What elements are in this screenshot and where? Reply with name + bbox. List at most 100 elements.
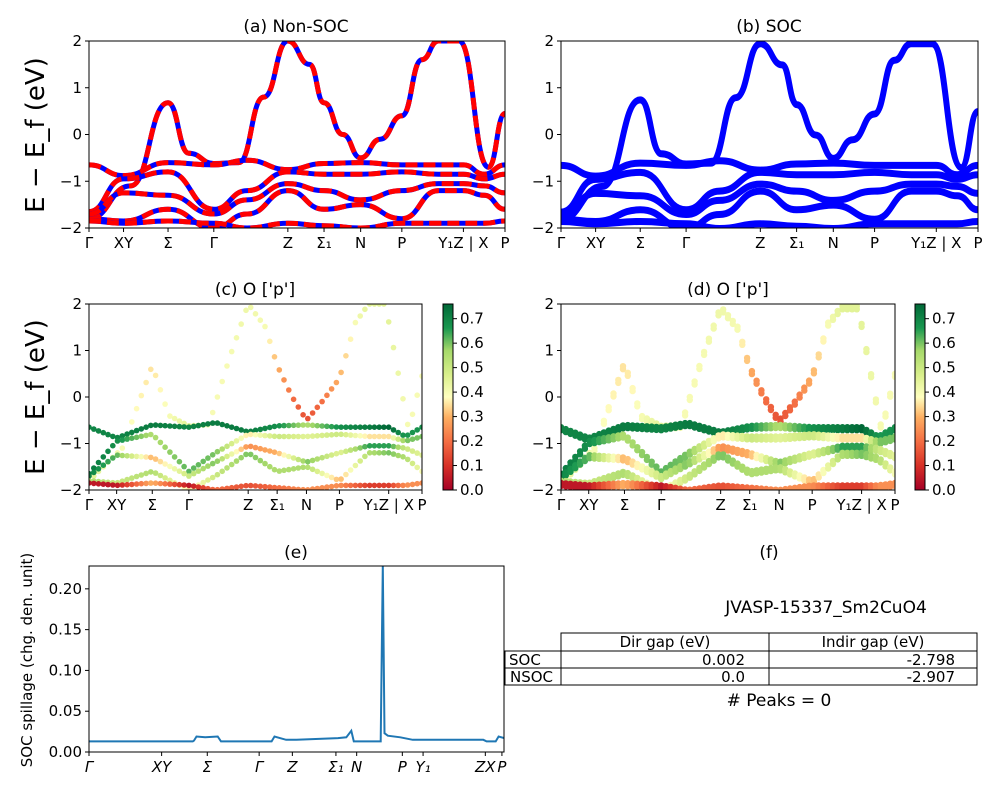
- projection-point: [767, 486, 775, 490]
- projection-point: [624, 472, 631, 480]
- projection-point: [129, 435, 135, 442]
- projection-point: [152, 372, 159, 379]
- projection-point: [314, 468, 321, 475]
- projection-point: [619, 471, 627, 479]
- projection-point: [839, 427, 846, 434]
- projection-point: [186, 473, 192, 479]
- projection-point: [89, 473, 92, 479]
- projection-point: [605, 456, 612, 463]
- projection-point: [233, 425, 240, 432]
- projection-point: [710, 449, 717, 456]
- projection-point: [247, 451, 254, 458]
- projection-point: [629, 483, 636, 490]
- projection-point: [357, 424, 364, 431]
- projection-point: [600, 438, 608, 445]
- projection-point: [257, 445, 264, 452]
- projection-point: [696, 446, 703, 453]
- projection-point: [91, 480, 97, 487]
- projection-point: [404, 421, 411, 428]
- projection-point: [677, 485, 684, 490]
- projection-point: [887, 429, 894, 437]
- projection-point: [567, 430, 574, 438]
- projection-point: [362, 424, 368, 431]
- projection-point: [343, 353, 349, 359]
- table-cell: [768, 667, 978, 686]
- projection-point: [338, 369, 344, 376]
- projection-point: [572, 484, 579, 490]
- projection-point: [290, 486, 297, 490]
- table-value-soc-dir: 0.002: [702, 651, 745, 669]
- band-line-split: [561, 190, 978, 228]
- axes-frame: [560, 40, 979, 229]
- projection-point: [314, 456, 321, 462]
- projection-point: [691, 381, 698, 388]
- projection-point: [777, 486, 784, 490]
- projection-point: [404, 482, 411, 488]
- projection-point: [143, 424, 149, 431]
- projection-point: [219, 446, 225, 452]
- projection-point: [262, 425, 268, 432]
- projection-point: [129, 453, 135, 459]
- projection-point: [343, 431, 349, 438]
- projection-point: [352, 482, 359, 489]
- projection-point: [572, 432, 579, 439]
- projection-point: [186, 424, 192, 431]
- projection-point: [853, 306, 860, 313]
- x-tick-label: P: [973, 234, 982, 252]
- projection-point: [839, 436, 846, 443]
- projection-point: [653, 426, 660, 434]
- projection-point: [133, 481, 140, 487]
- x-tick-label: Y₁Z | X: [910, 234, 961, 252]
- projection-point: [133, 473, 140, 480]
- projection-point: [409, 429, 416, 436]
- projection-point: [262, 483, 268, 490]
- projection-point: [243, 482, 249, 489]
- projection-point: [195, 422, 202, 429]
- projection-point: [739, 341, 746, 348]
- projection-point: [839, 452, 846, 459]
- projection-point: [138, 426, 145, 432]
- projection-point: [796, 394, 803, 401]
- projection-point: [138, 392, 145, 399]
- projection-point: [247, 482, 254, 489]
- projection-point: [333, 379, 340, 386]
- projection-point: [576, 451, 584, 458]
- projection-point: [381, 433, 387, 440]
- projection-point: [763, 468, 770, 475]
- projection-point: [715, 312, 722, 319]
- projection-point: [404, 446, 411, 452]
- projection-point: [262, 323, 268, 330]
- table-row-label-nsoc: NSOC: [510, 668, 553, 686]
- projection-point: [286, 453, 292, 460]
- projection-point: [186, 487, 192, 490]
- projection-point: [267, 433, 273, 439]
- projection-point: [715, 446, 722, 454]
- projection-point: [238, 446, 244, 453]
- x-tick-label: XY: [107, 496, 127, 514]
- projection-point: [238, 427, 244, 433]
- projection-point: [710, 486, 717, 490]
- projection-point: [176, 423, 183, 430]
- projection-point: [653, 484, 660, 490]
- projection-point: [133, 427, 140, 434]
- projection-point: [667, 425, 674, 432]
- x-tick-label: Y₁: [415, 758, 430, 776]
- projection-point: [119, 482, 126, 488]
- band-line-dashed: [89, 157, 505, 179]
- projection-point: [95, 459, 102, 466]
- projection-point: [619, 457, 627, 464]
- projection-point: [314, 404, 321, 411]
- projection-point: [820, 427, 827, 434]
- projection-point: [767, 459, 775, 466]
- projection-point: [290, 433, 297, 440]
- projection-point: [591, 455, 598, 462]
- projection-point: [867, 447, 875, 454]
- colorbar-tick-label: 0.1: [932, 457, 956, 475]
- projection-point: [110, 442, 116, 449]
- projection-point: [753, 436, 760, 443]
- projection-point: [882, 413, 889, 420]
- projection-point: [634, 447, 641, 454]
- projection-point: [634, 483, 641, 490]
- projection-point: [858, 452, 865, 459]
